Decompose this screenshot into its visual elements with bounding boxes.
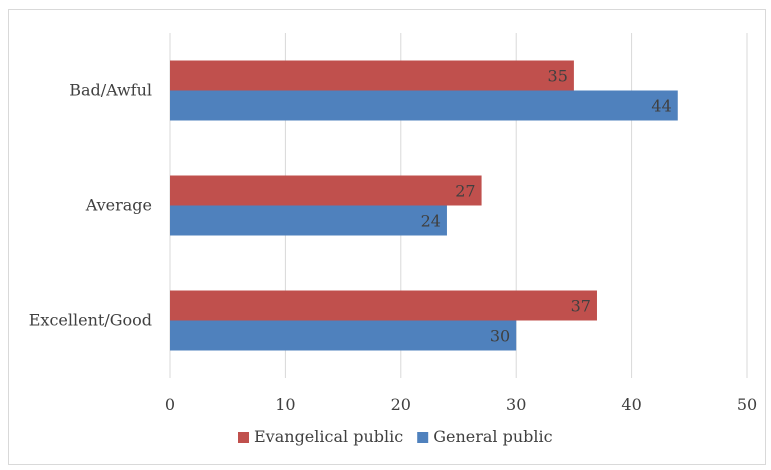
bar-general	[170, 320, 517, 351]
legend-swatch	[238, 432, 249, 443]
x-tick-label: 30	[506, 395, 526, 414]
category-label: Excellent/Good	[29, 311, 152, 330]
x-tick-label: 0	[165, 395, 175, 414]
data-label: 35	[548, 67, 568, 86]
category-label: Average	[85, 196, 152, 215]
bar-evangelical	[170, 175, 482, 206]
data-label: 27	[455, 182, 475, 201]
bar-general	[170, 90, 678, 121]
bar-evangelical	[170, 60, 574, 91]
bar-evangelical	[170, 290, 597, 321]
data-label: 24	[421, 212, 441, 231]
data-label: 30	[490, 327, 510, 346]
bar-general	[170, 205, 447, 236]
x-tick-label: 20	[391, 395, 411, 414]
legend-swatch	[417, 432, 429, 443]
legend: Evangelical public General public	[238, 427, 553, 446]
legend-entry: Evangelical public	[254, 427, 403, 446]
bars	[170, 60, 678, 351]
x-tick-label: 50	[737, 395, 757, 414]
data-label: 37	[571, 297, 591, 316]
legend-entry: General public	[433, 427, 552, 446]
x-tick-label: 40	[621, 395, 641, 414]
labels: 0 10 20 30 40 50 Bad/Awful 35 44 Average 27 24 Excel…	[29, 67, 757, 415]
x-tick-label: 10	[275, 395, 295, 414]
category-label: Bad/Awful	[69, 81, 152, 100]
data-label: 44	[651, 97, 671, 116]
